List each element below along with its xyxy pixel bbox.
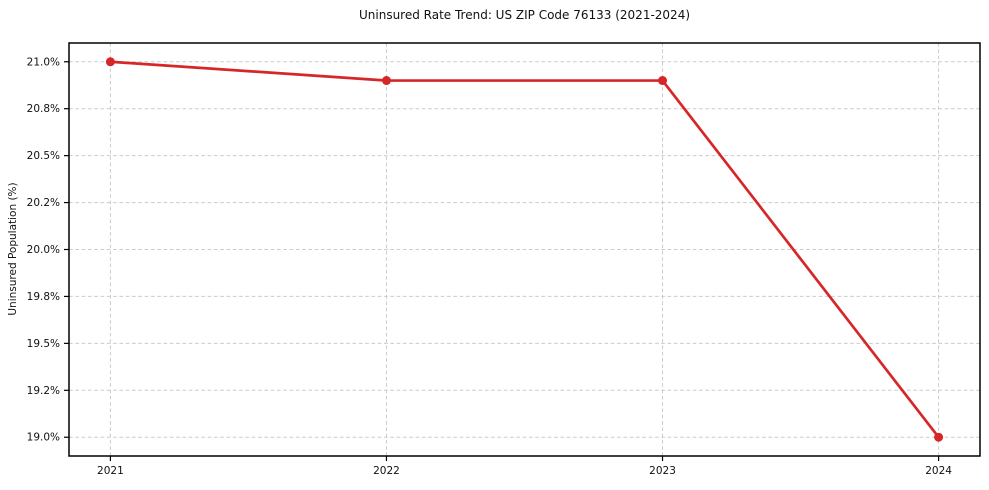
data-point-marker — [381, 76, 391, 86]
y-tick-label: 20.0% — [27, 244, 60, 256]
y-tick-label: 19.5% — [27, 338, 60, 350]
y-tick-label: 20.5% — [27, 150, 60, 162]
trend-line — [109, 60, 940, 439]
data-point-marker — [105, 57, 115, 67]
data-point-marker — [658, 76, 668, 86]
y-tick-label: 21.0% — [27, 56, 60, 68]
y-tick-label: 19.2% — [27, 385, 60, 397]
x-tick-label: 2023 — [649, 465, 676, 477]
y-tick-label: 20.8% — [27, 103, 60, 115]
x-tick-label: 2022 — [373, 465, 400, 477]
chart-title: Uninsured Rate Trend: US ZIP Code 76133 … — [358, 8, 691, 22]
y-tick-label: 20.2% — [27, 197, 60, 209]
data-point-marker — [934, 432, 944, 442]
y-tick-label: 19.0% — [27, 432, 60, 444]
x-tick-label: 2024 — [925, 465, 952, 477]
x-tick-label: 2021 — [97, 465, 124, 477]
y-tick-label: 19.8% — [27, 291, 60, 303]
